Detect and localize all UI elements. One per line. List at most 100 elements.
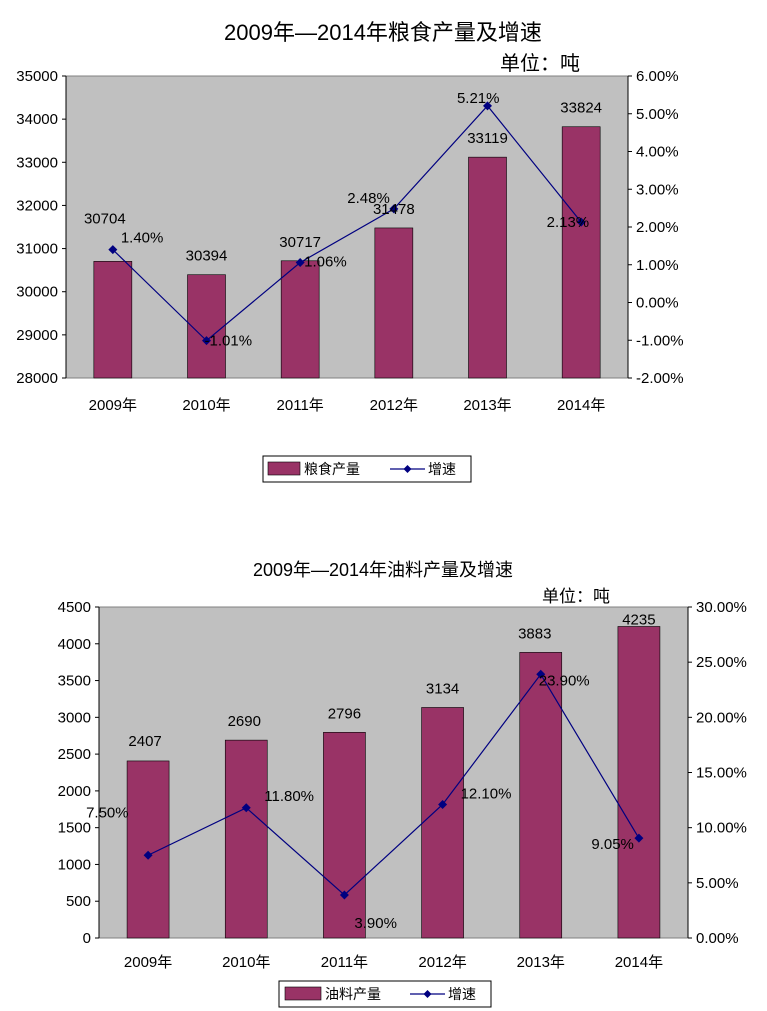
chart2-left-axis: 0 500 1000 1500 2000 2500 3000 3500 4000 4500	[58, 599, 100, 947]
left-axis-tick-label: 30000	[16, 284, 58, 301]
right-axis-tick-label: 2.00%	[636, 219, 679, 236]
left-axis-tick-label: 3500	[58, 673, 91, 690]
chart2-plot-area	[98, 606, 689, 939]
x-axis-tick-label: 2012年	[370, 397, 418, 414]
growth-point-2011年	[295, 257, 305, 267]
left-axis-tick-label: 1000	[58, 856, 91, 873]
left-axis-tick-label: 31000	[16, 241, 58, 258]
growth-point-2009年	[143, 850, 153, 860]
chart2-growth-line	[143, 669, 644, 900]
chart1-plot-area	[65, 75, 629, 379]
right-axis-tick-label: 4.00%	[636, 144, 679, 161]
growth-point-2012年	[438, 799, 448, 809]
bar-2011年	[280, 260, 320, 379]
bar-value-label: 33824	[560, 100, 602, 117]
chart2-right-axis: 0.00% 5.00% 10.00% 15.00% 20.00% 25.00% 30.00%	[687, 599, 747, 947]
x-axis-tick-label: 2013年	[463, 397, 511, 414]
left-axis-tick-label: 29000	[16, 327, 58, 344]
right-axis-tick-label: 3.00%	[636, 181, 679, 198]
x-axis-tick-label: 2010年	[222, 954, 270, 971]
left-axis-tick-label: 2000	[58, 783, 91, 800]
right-axis-tick-label: 20.00%	[696, 709, 747, 726]
left-axis-tick-label: 34000	[16, 111, 58, 128]
bar-value-label: 2407	[128, 733, 161, 750]
chart2-legend-bar-swatch	[284, 986, 322, 1001]
chart1-right-axis: -2.00% -1.00% 0.00% 1.00% 2.00% 3.00% 4.00% 5.0…	[627, 68, 684, 387]
right-axis-tick-label: 25.00%	[696, 654, 747, 671]
bar-2014年	[561, 126, 601, 379]
x-axis-tick-label: 2009年	[124, 954, 172, 971]
growth-point-2014年	[634, 833, 644, 843]
growth-value-label: 9.05%	[591, 836, 634, 853]
chart1-legend-marker	[403, 465, 412, 473]
growth-point-2013年	[536, 669, 546, 679]
growth-value-label: 5.21%	[457, 90, 500, 107]
bar-value-label: 30394	[186, 248, 228, 265]
bar-2012年	[374, 227, 414, 379]
right-axis-tick-label: 0.00%	[636, 295, 679, 312]
oilseed-chart: 2009年—2014年油料产量及增速 单位：吨 0 500 1000 1500 2000…	[58, 560, 747, 1008]
bar-value-label: 4235	[622, 611, 655, 628]
growth-value-label: 7.50%	[86, 804, 129, 821]
x-axis-tick-label: 2013年	[517, 954, 565, 971]
bar-2014年	[617, 626, 661, 939]
left-axis-tick-label: 4500	[58, 599, 91, 616]
left-axis-tick-label: 500	[66, 893, 91, 910]
left-axis-tick-label: 3000	[58, 709, 91, 726]
chart1-growth-line	[108, 101, 586, 346]
x-axis-tick-label: 2012年	[418, 954, 466, 971]
chart1-legend-line-label: 增速	[428, 461, 456, 477]
growth-value-label: 1.06%	[304, 253, 347, 270]
chart1-title: 2009年—2014年粮食产量及增速	[224, 20, 542, 45]
growth-value-label: 11.80%	[264, 788, 314, 805]
growth-value-label: 3.90%	[354, 915, 397, 932]
chart1-legend: 粮食产量 增速	[262, 455, 472, 483]
growth-line-path	[147, 673, 640, 896]
bar-2013年	[519, 652, 563, 939]
right-axis-tick-label: 5.00%	[696, 875, 739, 892]
left-axis-tick-label: 0	[83, 930, 91, 947]
right-axis-tick-label: 0.00%	[696, 930, 739, 947]
x-axis-tick-label: 2014年	[615, 954, 663, 971]
growth-line-path	[112, 104, 582, 342]
bar-2012年	[421, 707, 464, 939]
chart1-legend-bar-swatch	[267, 461, 301, 476]
bar-2011年	[323, 732, 366, 939]
bar-2009年	[126, 760, 170, 939]
chart1-unit-label: 单位：吨	[500, 52, 580, 75]
chart2-unit-label: 单位：吨	[542, 587, 610, 606]
right-axis-tick-label: -2.00%	[636, 370, 684, 387]
right-axis-tick-label: -1.00%	[636, 332, 684, 349]
left-axis-tick-label: 35000	[16, 68, 58, 85]
bar-value-label: 3883	[518, 625, 551, 642]
chart2-legend-bar-label: 油料产量	[325, 986, 381, 1002]
growth-point-2010年	[202, 336, 211, 346]
bar-value-label: 31478	[373, 201, 415, 218]
bar-value-label: 3134	[426, 680, 459, 697]
chart2-bars	[126, 626, 661, 939]
bar-2009年	[93, 261, 133, 379]
chart2-x-axis: 2009年 2010年 2011年 2012年 2013年 2014年	[124, 954, 663, 971]
right-axis-tick-label: 15.00%	[696, 765, 747, 782]
chart1-data-labels: 30704 30394 30717 31478 33119 33824 1.40% -1.01…	[84, 90, 602, 350]
chart2-title: 2009年—2014年油料产量及增速	[253, 560, 513, 580]
bar-value-label: 30717	[279, 234, 321, 251]
chart2-data-labels: 2407 2690 2796 3134 3883 4235 7.50% 11.80% 3.90%…	[86, 611, 656, 931]
x-axis-tick-label: 2014年	[557, 397, 605, 414]
bar-value-label: 2690	[228, 713, 261, 730]
growth-value-label: 1.40%	[121, 230, 164, 247]
growth-value-label: 23.90%	[539, 672, 590, 689]
growth-point-2014年	[576, 217, 586, 227]
growth-point-2013年	[483, 101, 492, 111]
right-axis-tick-label: 30.00%	[696, 599, 747, 616]
left-axis-tick-label: 33000	[16, 154, 58, 171]
chart1-legend-bar-label: 粮食产量	[304, 461, 360, 477]
right-axis-tick-label: 1.00%	[636, 257, 679, 274]
chart2-legend: 油料产量 增速	[278, 980, 492, 1008]
chart1-x-axis: 2009年 2010年 2011年 2012年 2013年 2014年	[89, 397, 606, 414]
left-axis-tick-label: 4000	[58, 636, 91, 653]
bar-2010年	[224, 739, 268, 939]
chart1-left-axis: 28000 29000 30000 31000 32000 33000 34000 35000	[16, 68, 67, 387]
left-axis-tick-label: 2500	[58, 746, 91, 763]
